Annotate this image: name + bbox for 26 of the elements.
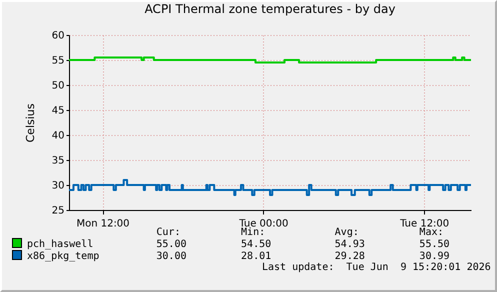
chart-title: ACPI Thermal zone temperatures - by day <box>144 2 396 16</box>
text: Avg: <box>334 226 359 238</box>
text: 30.99 <box>419 250 451 262</box>
text: 30.00 <box>156 250 188 262</box>
legend-label: x86_pkg_temp <box>26 250 100 262</box>
text: 55.00 <box>156 238 188 250</box>
text: 29.28 <box>334 250 366 262</box>
y-tick-label: 45 <box>52 106 64 116</box>
text: Last update: Tue Jun 9 15:20:01 2026 <box>262 262 491 273</box>
x-tick-label: Mon 12:00 <box>76 218 130 230</box>
text: 55.50 <box>419 238 451 250</box>
y-axis-title: Celsius <box>24 103 37 142</box>
text: 54.50 <box>241 238 272 250</box>
text: 28.01 <box>241 250 272 262</box>
y-tick-label: 60 <box>52 30 64 42</box>
y-tick-label: 40 <box>52 130 64 142</box>
text: Min: <box>241 226 266 238</box>
legend-label: pch_haswell <box>26 238 94 250</box>
text: Max: <box>419 226 444 238</box>
y-tick-label: 25 <box>52 206 64 216</box>
text: 54.93 <box>334 238 366 250</box>
y-tick-label: 35 <box>52 156 64 166</box>
text: Cur: <box>156 226 182 238</box>
y-tick-label: 50 <box>52 80 64 92</box>
y-tick-label: 30 <box>52 180 64 192</box>
y-tick-label: 55 <box>52 56 64 66</box>
